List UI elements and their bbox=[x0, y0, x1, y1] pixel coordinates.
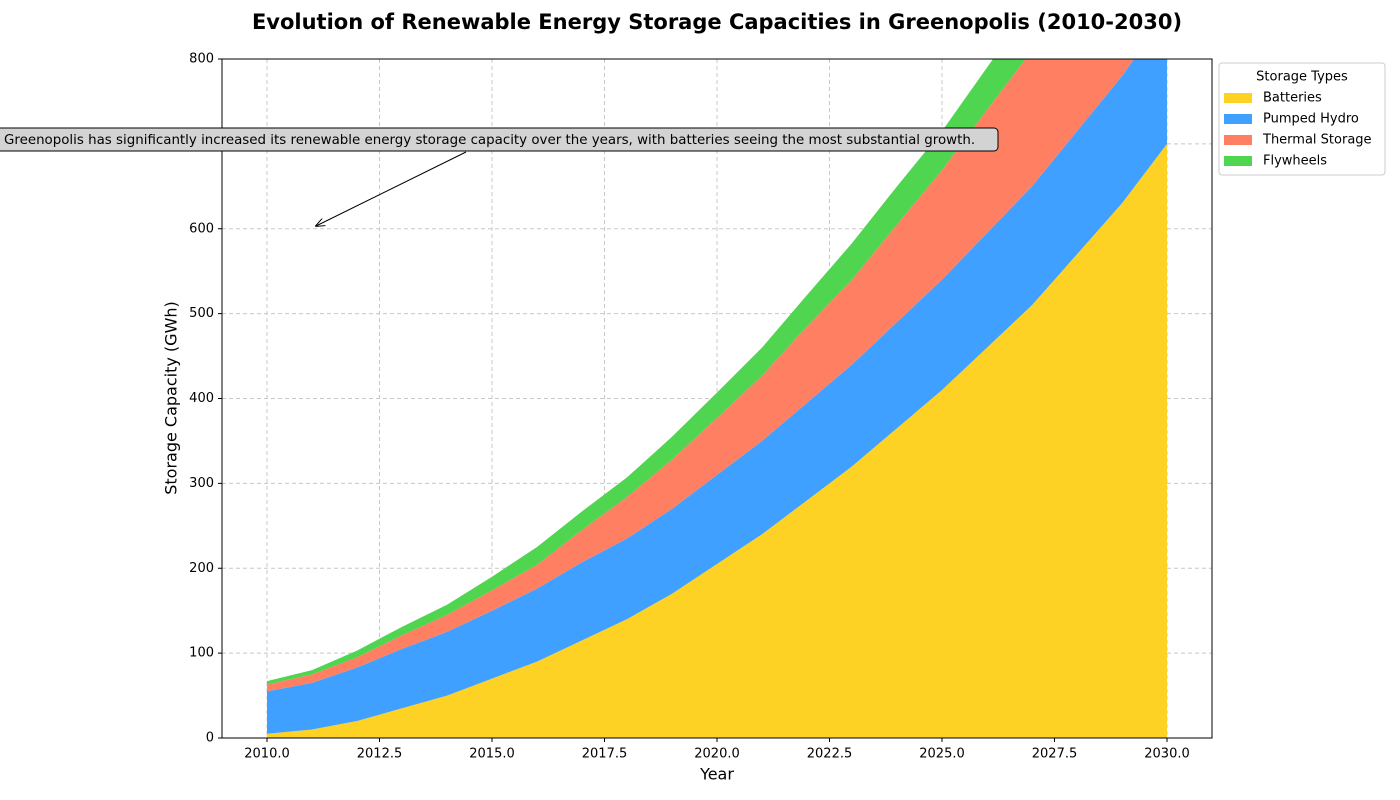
legend-label: Pumped Hydro bbox=[1263, 112, 1359, 127]
ticks: 01002003004005006007008002010.02012.5201… bbox=[189, 52, 1190, 762]
legend-title: Storage Types bbox=[1256, 70, 1348, 85]
annotation-box bbox=[0, 127, 999, 152]
x-tick-label: 2017.5 bbox=[582, 747, 628, 762]
y-axis-label: Storage Capacity (GWh) bbox=[162, 301, 181, 495]
x-tick-label: 2010.0 bbox=[244, 747, 290, 762]
x-tick-label: 2025.0 bbox=[919, 747, 965, 762]
x-tick-label: 2030.0 bbox=[1144, 747, 1190, 762]
y-tick-label: 100 bbox=[189, 646, 214, 661]
y-tick-label: 400 bbox=[189, 391, 214, 406]
annotation: Greenopolis has significantly increased … bbox=[4, 133, 975, 148]
legend-label: Batteries bbox=[1263, 91, 1322, 106]
y-tick-label: 800 bbox=[189, 52, 214, 67]
area bbox=[267, 59, 1135, 692]
y-tick-label: 600 bbox=[189, 221, 214, 236]
legend-label: Flywheels bbox=[1263, 154, 1327, 169]
legend: Batteries Pumped Hydro Thermal Storage Flyw… bbox=[1224, 91, 1372, 169]
area bbox=[267, 59, 1026, 685]
legend-swatch bbox=[1224, 135, 1252, 145]
x-tick-label: 2020.0 bbox=[694, 747, 740, 762]
x-tick-label: 2015.0 bbox=[469, 747, 515, 762]
x-tick-label: 2022.5 bbox=[807, 747, 853, 762]
legend-swatch bbox=[1224, 114, 1252, 124]
legend-label: Thermal Storage bbox=[1262, 133, 1372, 148]
y-tick-label: 0 bbox=[206, 731, 214, 746]
area bbox=[267, 143, 1167, 738]
legend-swatch bbox=[1224, 93, 1252, 103]
x-tick-label: 2012.5 bbox=[357, 747, 403, 762]
legend-swatch bbox=[1224, 156, 1252, 166]
y-tick-label: 300 bbox=[189, 476, 214, 491]
x-tick-label: 2027.5 bbox=[1032, 747, 1078, 762]
y-tick-label: 500 bbox=[189, 306, 214, 321]
chart-title: Evolution of Renewable Energy Storage Ca… bbox=[252, 10, 1182, 34]
legend-box bbox=[1218, 62, 1386, 176]
annotation-arrow bbox=[316, 151, 467, 226]
areas bbox=[267, 59, 1167, 738]
x-axis-label: Year bbox=[699, 765, 734, 784]
y-tick-label: 200 bbox=[189, 561, 214, 576]
